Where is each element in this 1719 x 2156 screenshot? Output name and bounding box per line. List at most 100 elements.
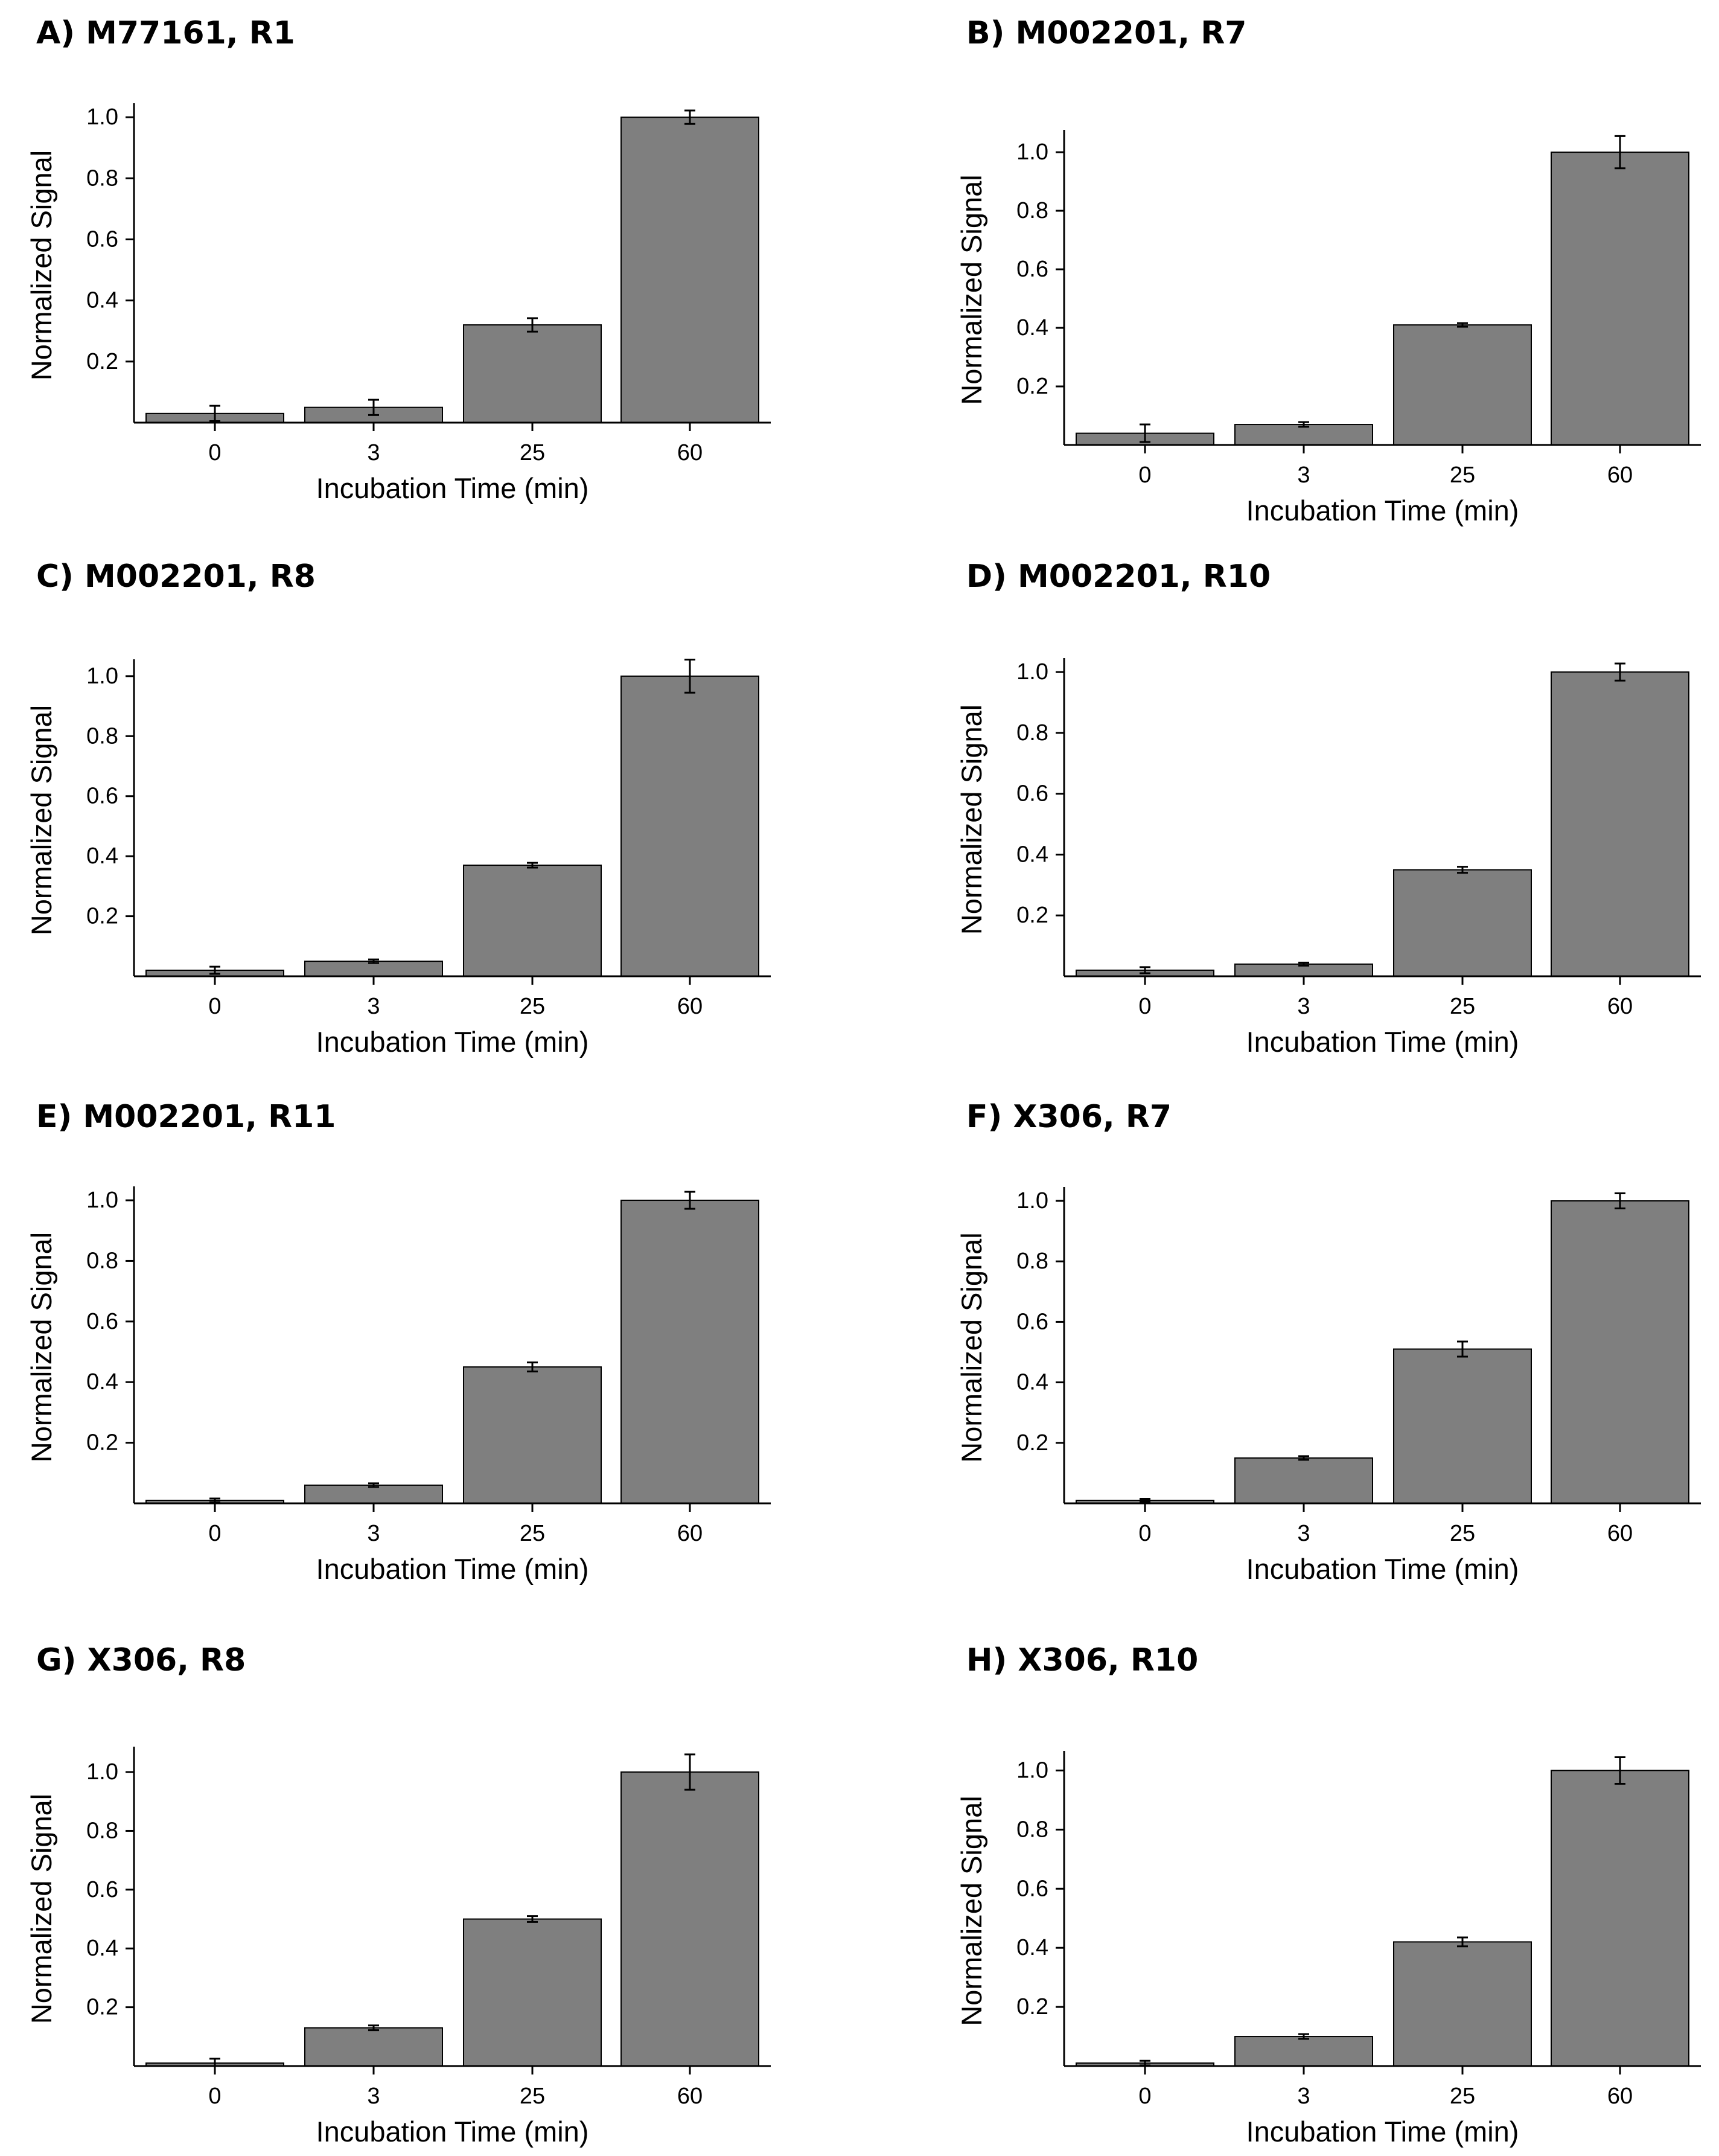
chart-panel-7: G) X306, R8 0.2 0.4 0.6 0.8 1.0 0 3 25 60 Incubati… bbox=[25, 1642, 771, 2148]
chart-panel-1: A) M77161, R1 0.2 0.4 0.6 0.8 1.0 0 3 25 60 Incuba… bbox=[25, 15, 771, 504]
y-tick-label: 0.2 bbox=[86, 1430, 118, 1456]
bar-60 bbox=[620, 1200, 759, 1504]
x-axis-title: Incubation Time (min) bbox=[1246, 1553, 1519, 1585]
y-tick-label: 0.6 bbox=[1016, 1876, 1048, 1901]
y-tick-label: 1.0 bbox=[1016, 1188, 1048, 1214]
y-tick-label: 0.6 bbox=[86, 227, 118, 252]
y-tick-label: 0.6 bbox=[1016, 257, 1048, 282]
x-tick-label: 3 bbox=[367, 440, 380, 465]
x-tick-label: 25 bbox=[520, 994, 545, 1019]
x-tick-label: 0 bbox=[1138, 1521, 1151, 1546]
x-tick-label: 25 bbox=[520, 1521, 545, 1546]
bar-60 bbox=[1551, 671, 1689, 977]
y-tick-label: 0.8 bbox=[1016, 1249, 1048, 1274]
y-tick-label: 0.4 bbox=[86, 1936, 118, 1961]
y-tick-label: 0.8 bbox=[86, 165, 118, 191]
x-tick-label: 60 bbox=[1607, 2084, 1633, 2109]
panel-title: A) M77161, R1 bbox=[36, 15, 295, 51]
y-tick-label: 0.8 bbox=[86, 1818, 118, 1843]
y-tick-label: 1.0 bbox=[1016, 139, 1048, 165]
bar-60 bbox=[1551, 152, 1689, 446]
bar-25 bbox=[463, 324, 602, 423]
y-tick-label: 0.8 bbox=[1016, 1817, 1048, 1842]
y-tick-label: 1.0 bbox=[86, 664, 118, 689]
x-tick-label: 0 bbox=[208, 2084, 221, 2109]
y-tick-label: 0.2 bbox=[1016, 374, 1048, 399]
x-tick-label: 3 bbox=[367, 2084, 380, 2109]
chart-panel-5: E) M002201, R11 0.2 0.4 0.6 0.8 1.0 0 3 25 60 Incu… bbox=[25, 1099, 771, 1585]
bar-60 bbox=[1551, 1200, 1689, 1505]
bar-60 bbox=[1551, 1770, 1689, 2067]
x-tick-label: 0 bbox=[208, 1521, 221, 1546]
chart-panel-3: C) M002201, R8 0.2 0.4 0.6 0.8 1.0 0 3 25 60 Incub… bbox=[25, 558, 771, 1058]
x-tick-label: 0 bbox=[1138, 994, 1151, 1019]
y-tick-label: 0.4 bbox=[1016, 1935, 1048, 1960]
y-tick-label: 0.2 bbox=[1016, 1994, 1048, 2020]
panel-title: G) X306, R8 bbox=[36, 1642, 246, 1678]
y-tick-label: 0.2 bbox=[86, 904, 118, 929]
bar-3 bbox=[1234, 424, 1373, 446]
y-tick-label: 0.2 bbox=[86, 349, 118, 374]
y-axis-title: Normalized Signal bbox=[25, 705, 57, 935]
y-axis-title: Normalized Signal bbox=[955, 1796, 987, 2026]
y-tick-label: 0.2 bbox=[86, 1995, 118, 2020]
bar-25 bbox=[1393, 869, 1532, 977]
x-tick-label: 60 bbox=[1607, 994, 1633, 1019]
x-tick-label: 60 bbox=[1607, 462, 1633, 488]
x-axis-title: Incubation Time (min) bbox=[316, 1026, 589, 1058]
y-tick-label: 0.8 bbox=[1016, 720, 1048, 746]
y-tick-label: 0.6 bbox=[86, 1877, 118, 1902]
y-tick-label: 0.2 bbox=[1016, 903, 1048, 928]
panel-title: B) M002201, R7 bbox=[966, 15, 1246, 51]
y-tick-label: 0.8 bbox=[86, 1248, 118, 1273]
x-tick-label: 0 bbox=[1138, 462, 1151, 488]
x-tick-label: 0 bbox=[208, 994, 221, 1019]
y-tick-label: 1.0 bbox=[86, 1188, 118, 1213]
y-tick-label: 0.6 bbox=[86, 1309, 118, 1334]
panel-title: F) X306, R7 bbox=[966, 1099, 1172, 1135]
bar-25 bbox=[1393, 324, 1532, 446]
y-tick-label: 0.6 bbox=[1016, 1309, 1048, 1334]
panel-title: C) M002201, R8 bbox=[36, 558, 316, 595]
y-tick-label: 0.6 bbox=[86, 784, 118, 809]
bar-25 bbox=[463, 865, 602, 977]
panel-title: D) M002201, R10 bbox=[966, 558, 1271, 595]
x-tick-label: 60 bbox=[677, 994, 703, 1019]
y-tick-label: 0.4 bbox=[86, 843, 118, 869]
bar-25 bbox=[463, 1366, 602, 1504]
x-tick-label: 0 bbox=[1138, 2084, 1151, 2109]
y-tick-label: 1.0 bbox=[1016, 1758, 1048, 1783]
panel-title: E) M002201, R11 bbox=[36, 1099, 336, 1135]
x-axis-title: Incubation Time (min) bbox=[316, 472, 589, 504]
y-tick-label: 0.8 bbox=[1016, 198, 1048, 223]
y-axis-title: Normalized Signal bbox=[25, 1794, 57, 2024]
bar-3 bbox=[1234, 1457, 1373, 1504]
y-tick-label: 1.0 bbox=[86, 1759, 118, 1785]
y-tick-label: 0.4 bbox=[1016, 1370, 1048, 1395]
x-tick-label: 3 bbox=[1297, 2084, 1310, 2109]
x-tick-label: 25 bbox=[520, 440, 545, 465]
x-tick-label: 3 bbox=[1297, 994, 1310, 1019]
x-tick-label: 25 bbox=[1450, 1521, 1475, 1546]
x-tick-label: 25 bbox=[1450, 2084, 1475, 2109]
bar-60 bbox=[620, 117, 759, 424]
x-tick-label: 0 bbox=[208, 440, 221, 465]
bar-3 bbox=[304, 2027, 443, 2067]
bar-25 bbox=[1393, 1348, 1532, 1505]
y-tick-label: 0.4 bbox=[1016, 842, 1048, 867]
chart-panel-6: F) X306, R7 0.2 0.4 0.6 0.8 1.0 0 3 25 60 Incubati… bbox=[955, 1099, 1701, 1585]
chart-panel-4: D) M002201, R10 0.2 0.4 0.6 0.8 1.0 0 3 25 60 Incu… bbox=[955, 558, 1701, 1058]
y-tick-label: 0.4 bbox=[1016, 315, 1048, 341]
bar-25 bbox=[1393, 1941, 1532, 2067]
bar-60 bbox=[620, 1771, 759, 2067]
x-tick-label: 25 bbox=[1450, 994, 1475, 1019]
y-axis-title: Normalized Signal bbox=[955, 174, 987, 405]
y-tick-label: 1.0 bbox=[86, 104, 118, 130]
panel-title: H) X306, R10 bbox=[966, 1642, 1198, 1678]
chart-panel-2: B) M002201, R7 0.2 0.4 0.6 0.8 1.0 0 3 25 60 Incub… bbox=[955, 15, 1701, 526]
x-axis-title: Incubation Time (min) bbox=[1246, 1026, 1519, 1058]
x-tick-label: 3 bbox=[1297, 462, 1310, 488]
y-tick-label: 0.8 bbox=[86, 723, 118, 749]
y-tick-label: 1.0 bbox=[1016, 659, 1048, 685]
y-axis-title: Normalized Signal bbox=[955, 705, 987, 935]
